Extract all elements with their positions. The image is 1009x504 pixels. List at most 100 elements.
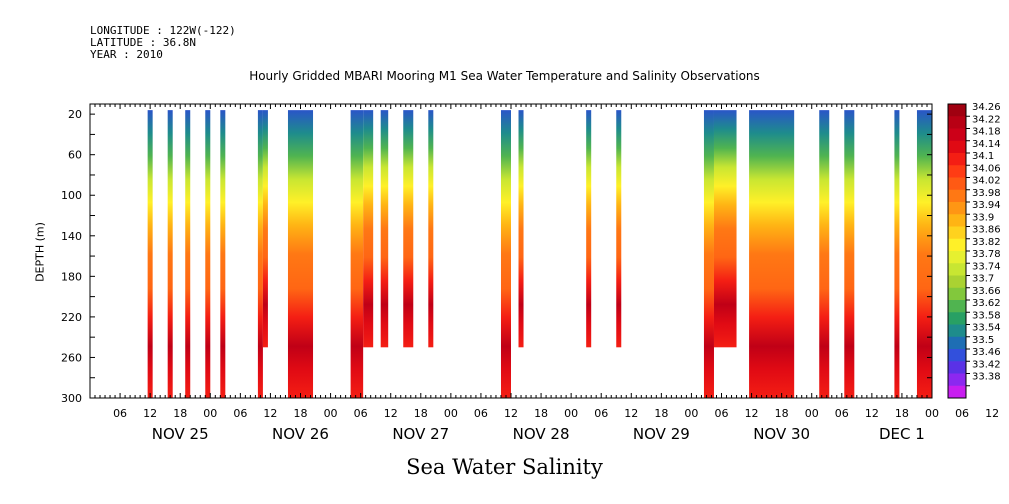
colorbar-label: 34.02 [972,176,1001,187]
observation-block [147,110,153,398]
colorbar-swatch [948,153,966,166]
observation-block [363,110,374,348]
colorbar-swatch [948,324,966,338]
colorbar-label: 34.1 [972,151,994,162]
hour-tick-label: 12 [745,407,759,420]
hour-tick-label: 00 [324,407,338,420]
colorbar-swatch [948,165,966,178]
axes: 06 12 18 00 06 12 18 00 06 12 18 00 06 12 18 00 06 12 18 00… [61,103,999,443]
day-label: DEC 1 [879,425,925,443]
observation-block [428,110,434,348]
day-label: NOV 25 [152,425,209,443]
colorbar-label: 33.98 [972,188,1001,199]
colorbar-swatch [948,361,966,374]
colorbar-label: 33.42 [972,359,1001,370]
colorbar-label: 34.06 [972,163,1001,174]
observation-block [500,110,511,398]
hour-tick-label: 18 [294,407,308,420]
observation-block [916,110,932,398]
hour-tick-label: 06 [835,407,849,420]
observation-block [713,110,737,348]
hour-tick-label: 12 [504,407,518,420]
colorbar-swatch [948,214,966,227]
observation-block [220,110,226,398]
depth-tick-label: 140 [61,230,82,243]
chart-title: Hourly Gridded MBARI Mooring M1 Sea Wate… [249,69,760,83]
day-label: NOV 28 [513,425,570,443]
observation-block [185,110,191,398]
hour-tick-label: 06 [955,407,969,420]
observation-block [350,110,364,398]
hour-tick-label: 00 [805,407,819,420]
hour-tick-label: 18 [534,407,548,420]
day-label: NOV 27 [392,425,449,443]
observation-block [819,110,830,398]
longitude-label: LONGITUDE : 122W(-122) [90,24,236,37]
year-label: YEAR : 2010 [90,48,163,61]
colorbar-label: 34.14 [972,139,1001,150]
hour-tick-label: 12 [624,407,638,420]
colorbar-label: 33.38 [972,372,1001,383]
colorbar: 34.2634.2234.1834.1434.134.0634.0233.983… [947,102,1001,399]
observation-block [703,110,714,398]
colorbar-label: 33.94 [972,200,1001,211]
observation-block [844,110,855,398]
colorbar-swatch [948,312,966,325]
colorbar-swatch [948,287,966,301]
colorbar-swatch [948,128,966,142]
colorbar-label: 33.78 [972,249,1001,260]
colorbar-swatch [948,104,966,117]
colorbar-label: 33.58 [972,310,1001,321]
colorbar-label: 34.18 [972,127,1001,138]
hour-tick-label: 18 [414,407,428,420]
hour-tick-label: 06 [715,407,729,420]
colorbar-label: 33.66 [972,286,1001,297]
hour-tick-label: 00 [564,407,578,420]
colorbar-swatch [948,373,966,387]
depth-tick-label: 300 [61,392,82,405]
observation-block [257,110,263,398]
hour-tick-label: 18 [654,407,668,420]
depth-tick-label: 220 [61,311,82,324]
observation-block [749,110,795,398]
hour-tick-label: 12 [263,407,277,420]
colorbar-swatch [948,251,966,264]
observation-block [262,110,268,348]
hour-tick-label: 18 [775,407,789,420]
hour-tick-label: 12 [384,407,398,420]
colorbar-label: 33.5 [972,335,994,346]
hour-tick-label: 00 [203,407,217,420]
hour-tick-label: 18 [173,407,187,420]
colorbar-swatch [948,275,966,289]
colorbar-swatch [948,238,966,252]
hour-tick-label: 18 [895,407,909,420]
colorbar-swatch [948,116,966,129]
colorbar-swatch [948,226,966,240]
colorbar-label: 34.26 [972,102,1001,113]
observation-block [287,110,314,398]
colorbar-swatch [948,189,966,203]
colorbar-label: 33.46 [972,347,1001,358]
observation-block [403,110,414,348]
hour-tick-label: 06 [354,407,368,420]
colorbar-label: 33.82 [972,237,1001,248]
colorbar-label: 33.7 [972,274,994,285]
colorbar-swatch [948,202,966,215]
hour-tick-label: 00 [444,407,458,420]
latitude-label: LATITUDE : 36.8N [90,36,196,49]
hour-tick-label: 06 [594,407,608,420]
colorbar-label: 33.86 [972,225,1001,236]
day-label: NOV 26 [272,425,329,443]
hour-tick-label: 00 [925,407,939,420]
observation-block [518,110,524,348]
colorbar-swatch [948,177,966,191]
hour-tick-label: 12 [985,407,999,420]
colorbar-swatch [948,140,966,154]
colorbar-swatch [948,385,966,399]
depth-tick-label: 260 [61,351,82,364]
hour-tick-label: 06 [474,407,488,420]
observation-block [586,110,592,348]
hour-tick-label: 06 [233,407,247,420]
hour-tick-label: 00 [684,407,698,420]
